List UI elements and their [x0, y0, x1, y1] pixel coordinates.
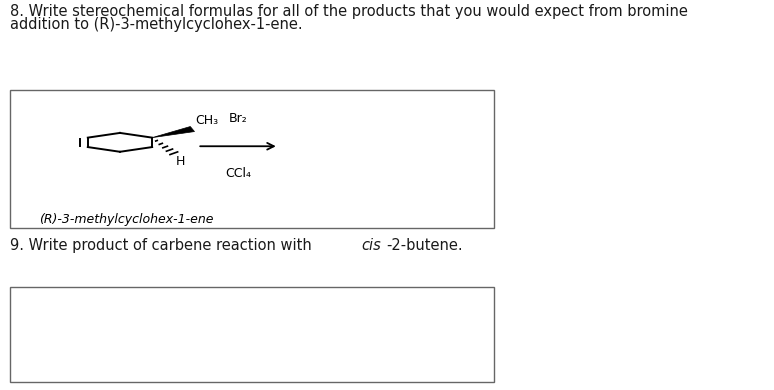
- Text: (R)-3-methylcyclohex-1-ene: (R)-3-methylcyclohex-1-ene: [39, 213, 213, 225]
- Text: CH₃: CH₃: [196, 115, 218, 128]
- Bar: [10, 287, 494, 382]
- Text: CCl₄: CCl₄: [225, 167, 251, 179]
- Text: addition to (R)-3-methylcyclohex-1-ene.: addition to (R)-3-methylcyclohex-1-ene.: [10, 17, 303, 32]
- Bar: [10, 90, 494, 228]
- Text: 9. Write product of carbene reaction with: 9. Write product of carbene reaction wit…: [10, 238, 317, 253]
- Text: cis: cis: [361, 238, 381, 253]
- Text: Br₂: Br₂: [228, 112, 248, 125]
- Text: -2-butene.: -2-butene.: [386, 238, 463, 253]
- Text: H: H: [176, 155, 186, 168]
- Text: 8. Write stereochemical formulas for all of the products that you would expect f: 8. Write stereochemical formulas for all…: [10, 4, 688, 19]
- Polygon shape: [152, 126, 194, 138]
